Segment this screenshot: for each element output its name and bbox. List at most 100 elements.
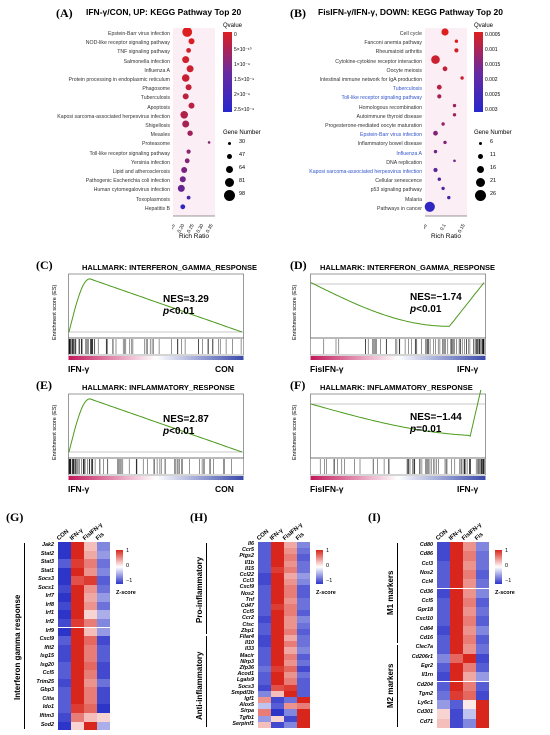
kegg-term: Progesterone-mediated oocyte maturation bbox=[325, 123, 422, 129]
heatmap-cell bbox=[84, 601, 97, 611]
heatmap-cell bbox=[84, 636, 97, 645]
heatmap-cell bbox=[476, 681, 489, 691]
heatmap-i: CON IFN-γ FisIFN-γ Fis Cd80 Cd86 Ccl3 Nos2 Ccl4 C… bbox=[375, 522, 550, 735]
panel-b-qvalue-colorbar bbox=[474, 32, 483, 112]
kegg-term: Fanconi anemia pathway bbox=[364, 40, 422, 47]
heatmap-cell bbox=[284, 610, 297, 617]
heatmap-cell bbox=[284, 604, 297, 611]
gene-label: Cd36 bbox=[419, 588, 433, 595]
heatmap-cell bbox=[71, 618, 84, 628]
heatmap-cell bbox=[97, 576, 110, 585]
gsea-plot bbox=[68, 273, 244, 360]
heatmap-cell bbox=[297, 554, 310, 561]
group-bracket bbox=[397, 543, 400, 644]
column-label: IFN-γ bbox=[269, 527, 285, 542]
gene-label: Cd71 bbox=[419, 718, 433, 725]
heatmap-cell bbox=[58, 721, 71, 731]
zscore-title: Z-score bbox=[116, 590, 136, 596]
heatmap-cell bbox=[84, 713, 97, 722]
plot-frame bbox=[68, 393, 244, 459]
panel-b-title: FisIFN-γ/IFN-γ, DOWN: KEGG Pathway Top 2… bbox=[318, 7, 503, 17]
gene-label: Ccr2 bbox=[242, 615, 254, 622]
qvalue-tick: 1×10⁻⁹ bbox=[234, 62, 251, 68]
heatmap-cell bbox=[297, 616, 310, 623]
heatmap-cell bbox=[437, 672, 450, 682]
heatmap-cell bbox=[258, 566, 271, 573]
gene-number-dot bbox=[476, 165, 484, 173]
gene-label: Ly6c1 bbox=[417, 700, 433, 707]
heatmap-cell bbox=[476, 551, 489, 561]
heatmap-cell bbox=[297, 666, 310, 673]
kegg-term: Yersinia infection bbox=[130, 159, 170, 166]
plot-frame bbox=[310, 273, 486, 339]
heatmap-cell bbox=[84, 584, 97, 594]
panel-label-b: (B) bbox=[290, 6, 306, 20]
qvalue-tick: 2×10⁻⁹ bbox=[234, 92, 251, 98]
gene-label: Cd204 bbox=[416, 681, 433, 688]
nes-value: NES=−1.44 bbox=[410, 412, 462, 423]
heatmap-cell bbox=[58, 542, 71, 551]
gene-label: Isg15 bbox=[40, 653, 54, 660]
heatmap-cell bbox=[271, 579, 284, 586]
heatmap-cell bbox=[84, 678, 97, 688]
heatmap-cell bbox=[84, 644, 97, 654]
kegg-term: Apoptosis bbox=[147, 104, 170, 111]
group-bracket bbox=[206, 543, 209, 634]
heatmap-cell bbox=[71, 567, 84, 577]
qvalue-tick: 1.5×10⁻⁹ bbox=[234, 77, 255, 83]
heatmap-cell bbox=[271, 573, 284, 580]
kegg-term: Proteasome bbox=[142, 141, 170, 148]
heatmap-cell bbox=[437, 653, 450, 663]
gene-label: Il10 bbox=[245, 640, 254, 647]
heatmap-cell bbox=[450, 662, 463, 673]
heatmap-cell bbox=[437, 616, 450, 626]
panel-b-qvalue-ticks: 0.0005 0.001 0.0015 0.002 0.0025 0.003 bbox=[485, 32, 545, 114]
qvalue-tick: 0 bbox=[234, 32, 237, 38]
x-tick-label: 0.20 bbox=[176, 223, 186, 234]
heatmap-cell bbox=[271, 585, 284, 592]
heatmap-cell bbox=[258, 641, 271, 648]
kegg-bubble bbox=[180, 204, 186, 210]
column-label: Fis bbox=[295, 531, 306, 542]
gene-label: Ccr5 bbox=[242, 547, 254, 554]
kegg-bubble bbox=[181, 167, 188, 173]
kegg-term: Cellular senescence bbox=[375, 178, 422, 185]
heatmap-cell bbox=[71, 695, 84, 705]
heatmap-cell bbox=[463, 672, 476, 682]
heatmap-cell bbox=[284, 635, 297, 642]
kegg-bubble bbox=[188, 102, 195, 109]
heatmap-cell bbox=[97, 636, 110, 645]
heatmap-cell bbox=[271, 684, 284, 691]
kegg-bubble bbox=[441, 186, 445, 191]
gene-number-dot bbox=[478, 141, 482, 145]
heatmap-cell bbox=[71, 713, 84, 722]
kegg-term: Phagosome bbox=[142, 86, 170, 93]
heatmap-cell bbox=[71, 704, 84, 713]
kegg-term: Kaposi sarcoma-associated herpesvirus in… bbox=[57, 113, 170, 120]
heatmap-cell bbox=[297, 641, 310, 648]
gene-label: Zbp1 bbox=[241, 627, 254, 634]
heatmap-cell bbox=[271, 721, 284, 728]
heatmap-cell bbox=[97, 713, 110, 722]
heatmap-cell bbox=[258, 579, 271, 586]
kegg-bubble bbox=[433, 149, 438, 154]
gene-number-dot bbox=[227, 141, 231, 145]
gene-label: Nos2 bbox=[419, 569, 433, 576]
panel-label: (C) bbox=[36, 258, 53, 272]
kegg-bubble bbox=[436, 84, 442, 90]
kegg-term: Tuberculosis bbox=[392, 86, 422, 93]
heatmap-cell bbox=[258, 604, 271, 611]
heatmap-cell bbox=[71, 550, 84, 560]
gene-label: Trim25 bbox=[36, 678, 54, 685]
heatmap-cell bbox=[297, 697, 310, 704]
gene-label: Gpr18 bbox=[417, 607, 433, 614]
panel-a-gene-number-legend: 30 47 64 81 98 bbox=[223, 138, 273, 218]
es-curve bbox=[310, 390, 482, 437]
gene-number-tick: 6 bbox=[490, 139, 494, 145]
heatmap-cell bbox=[97, 695, 110, 705]
gene-label: Cxcl9 bbox=[39, 636, 54, 643]
heatmap-cell bbox=[84, 618, 97, 628]
heatmap-cell bbox=[297, 703, 310, 710]
heatmap-cell bbox=[271, 554, 284, 561]
